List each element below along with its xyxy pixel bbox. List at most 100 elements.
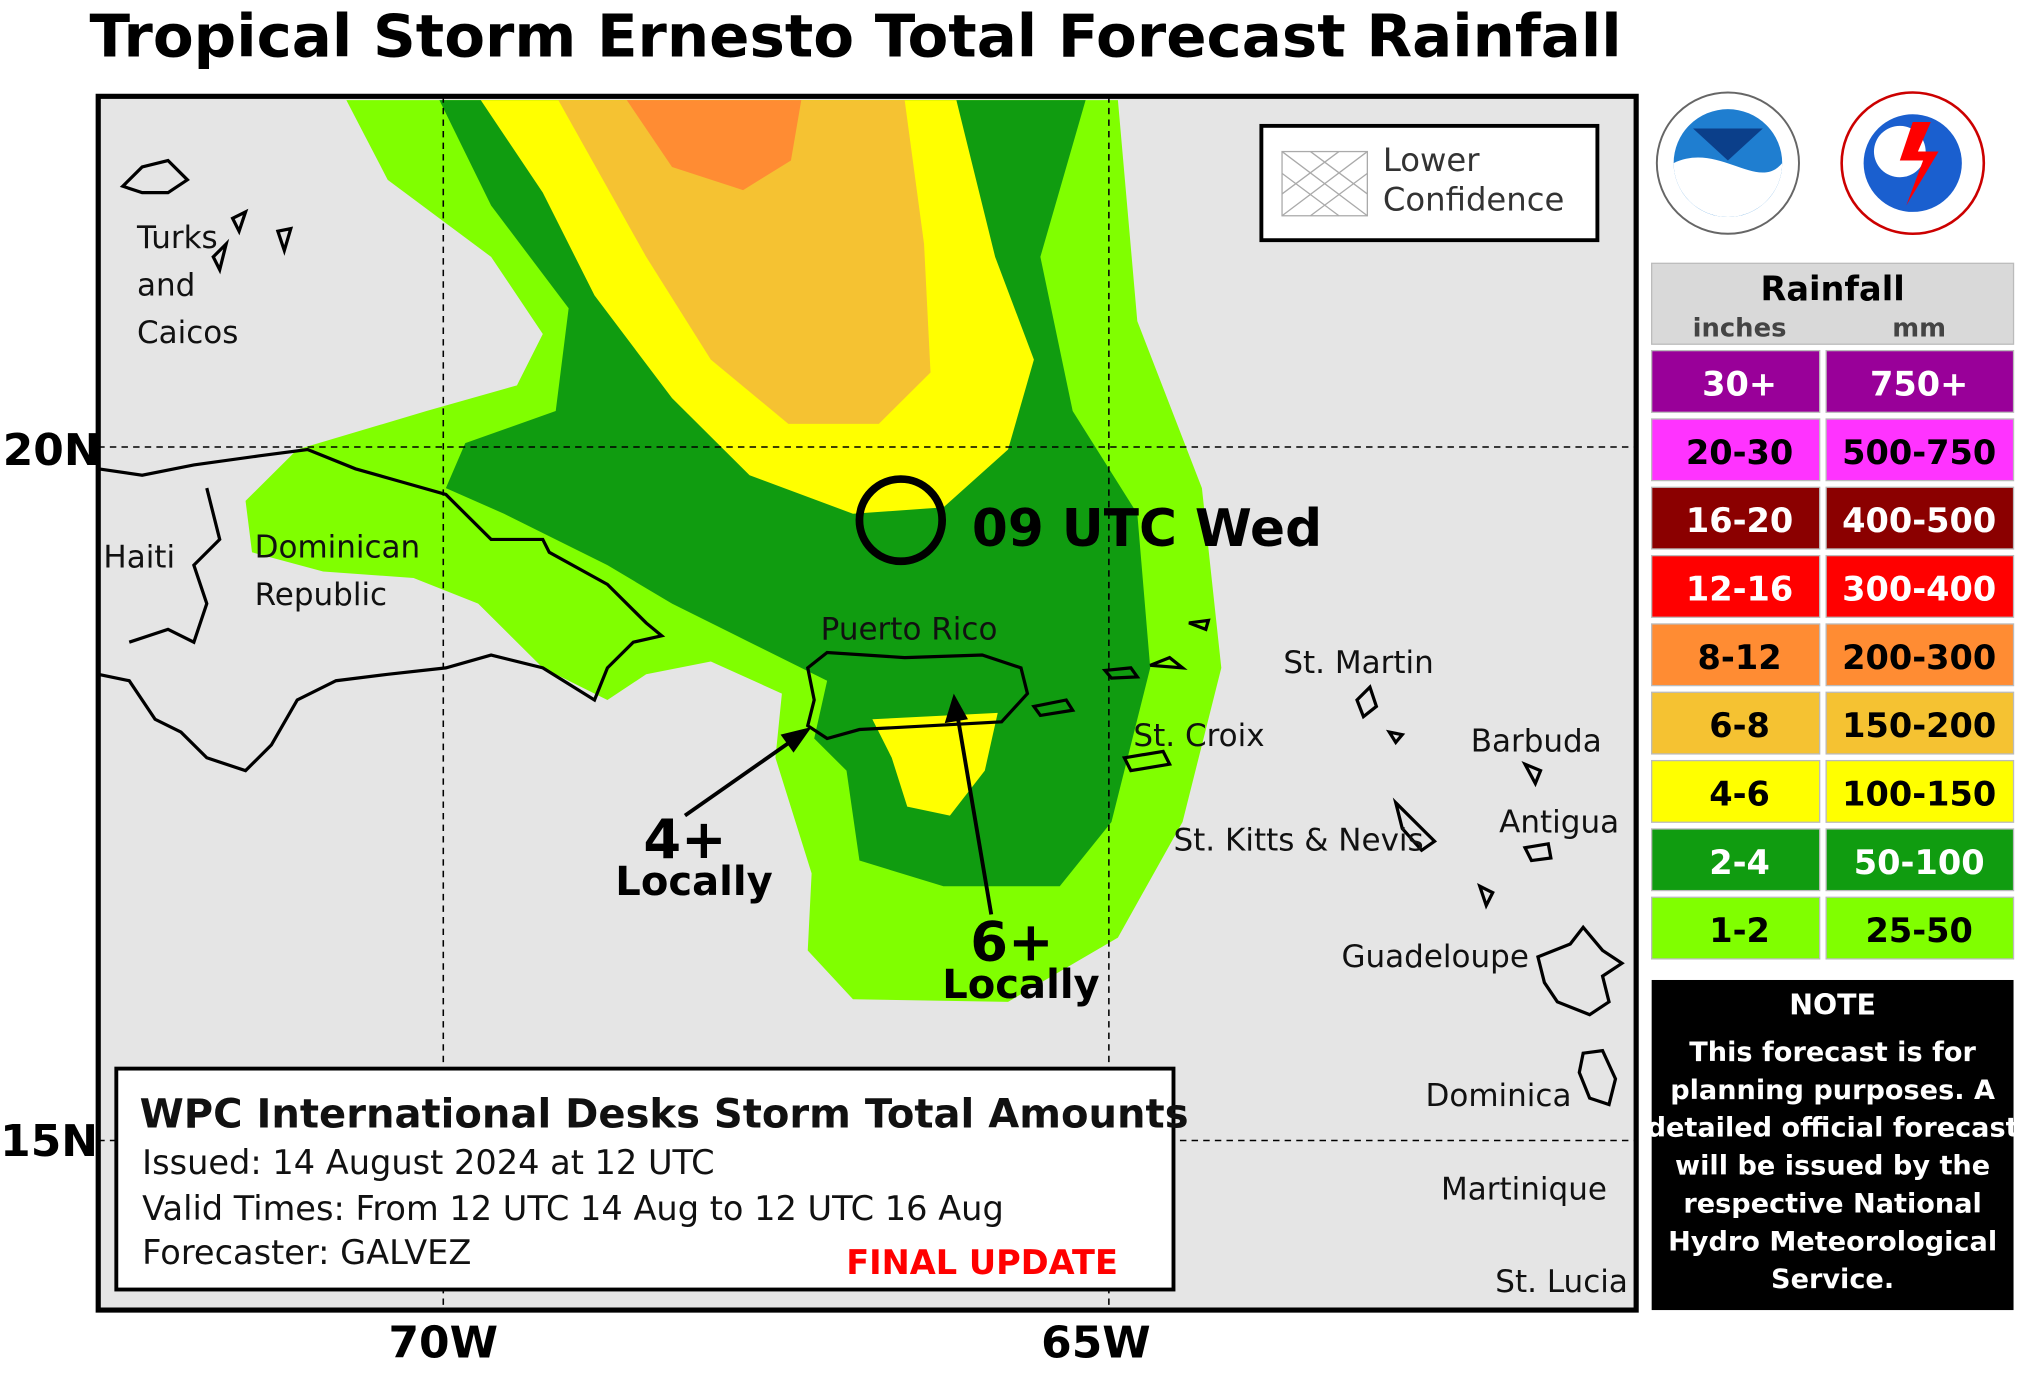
legend-swatch [1825, 418, 2015, 482]
place-label: St. Croix [1133, 718, 1264, 754]
legend-title: Rainfall [1760, 270, 1904, 309]
note-line: Service. [1771, 1264, 1894, 1295]
arrow-6 [954, 708, 994, 915]
noaa-logo [1655, 91, 1800, 235]
legend-mm: 750+ [1870, 365, 1968, 404]
legend-mm: 50-100 [1854, 843, 1985, 882]
annotation-note: Locally [615, 859, 772, 905]
lon-label: 70W [388, 1318, 498, 1369]
legend-header [1651, 262, 2015, 345]
arrowhead-4 [780, 726, 812, 753]
storm-label: 09 UTC Wed [972, 499, 1322, 559]
info-issued: Issued: 14 August 2024 at 12 UTC [142, 1143, 714, 1182]
place-label: Turks [136, 220, 218, 256]
legend-inches: 4-6 [1709, 775, 1770, 814]
legend-swatch [1825, 896, 2015, 960]
map: Turks and Caicos Haiti Dominican Republic Puer… [95, 93, 1639, 1313]
place-label: St. Lucia [1495, 1264, 1628, 1300]
legend-unit: mm [1892, 314, 1946, 344]
arrowhead-6 [944, 693, 968, 724]
legend-swatch [1651, 691, 1821, 755]
place-label: Martinique [1441, 1172, 1607, 1208]
legend-mm: 300-400 [1842, 570, 1996, 609]
legend-swatch [1651, 828, 1821, 892]
legend-swatch [1651, 623, 1821, 687]
legend-swatch [1825, 691, 2015, 755]
legend-inches: 2-4 [1709, 843, 1770, 882]
storm-position [855, 475, 947, 566]
info-status: FINAL UPDATE [846, 1243, 1118, 1282]
rain-4-6-pr [872, 712, 998, 816]
legend-swatch [1825, 828, 2015, 892]
lon-label: 65W [1041, 1318, 1151, 1369]
info-forecaster: Forecaster: GALVEZ [142, 1233, 471, 1272]
legend-swatch [1825, 554, 2015, 618]
annotation-amount: 6+ [970, 911, 1053, 974]
legend-swatch [1651, 759, 1821, 823]
title: Tropical Storm Ernesto Total Forecast Ra… [90, 2, 1622, 71]
legend-inches: 8-12 [1698, 638, 1782, 677]
lat-label: 20N [3, 425, 101, 476]
legend-swatch [1651, 349, 1821, 413]
legend-swatch [1651, 486, 1821, 550]
legend-inches: 6-8 [1709, 706, 1770, 745]
info-box [114, 1066, 1176, 1292]
legend-inches: 16-20 [1686, 501, 1793, 540]
place-label: Haiti [103, 540, 175, 576]
place-label: Dominican [255, 530, 421, 566]
legend-swatch [1651, 554, 1821, 618]
confidence-text: Confidence [1383, 181, 1565, 219]
confidence-text: Lower [1383, 141, 1480, 179]
legend-mm: 100-150 [1842, 775, 1996, 814]
legend-swatch [1825, 349, 2015, 413]
info-valid: Valid Times: From 12 UTC 14 Aug to 12 UT… [142, 1189, 1004, 1228]
place-label: Dominica [1426, 1078, 1572, 1114]
place-label: Caicos [137, 315, 238, 351]
arrow-4 [683, 734, 800, 818]
rain-6-8 [558, 100, 931, 424]
place-label: Barbuda [1471, 723, 1602, 759]
place-label: Republic [255, 577, 388, 613]
place-label: and [137, 267, 195, 303]
coastlines [97, 158, 1625, 1107]
legend-swatch [1825, 623, 2015, 687]
note-line: will be issued by the [1675, 1151, 1990, 1182]
legend-mm: 150-200 [1842, 706, 1996, 745]
note-box [1651, 979, 2014, 1311]
place-label: Guadeloupe [1341, 939, 1528, 975]
legend-inches: 20-30 [1686, 433, 1793, 472]
note-title: NOTE [1789, 989, 1876, 1022]
legend-swatch [1825, 486, 2015, 550]
place-labels: Turks and Caicos Haiti Dominican Republic Puer… [103, 220, 1627, 1300]
legend-mm: 200-300 [1842, 638, 1996, 677]
rain-8-12 [626, 100, 802, 191]
legend-swatch [1651, 418, 1821, 482]
note-line: detailed official forecast [1647, 1113, 2019, 1144]
legend-inches: 30+ [1702, 365, 1777, 404]
legend-inches: 12-16 [1686, 570, 1793, 609]
legend-swatch [1651, 896, 1821, 960]
nws-logo [1840, 91, 1986, 236]
place-label: Puerto Rico [821, 612, 998, 648]
legend-mm: 400-500 [1842, 501, 1996, 540]
legend-inches: 1-2 [1709, 911, 1770, 950]
legend-swatch [1825, 759, 2015, 823]
place-label: St. Kitts & Nevis [1173, 822, 1423, 858]
map-frame [95, 93, 1639, 1313]
annotation-amount: 4+ [643, 808, 726, 871]
legend-mm: 25-50 [1865, 911, 1972, 950]
note-line: Hydro Meteorological [1668, 1226, 1997, 1257]
legend-unit: inches [1693, 314, 1787, 344]
note-text: This forecast is for planning purposes. A… [1647, 1037, 2019, 1295]
legend-mm: 500-750 [1842, 433, 1996, 472]
annotation-note: Locally [942, 962, 1099, 1008]
note-line: This forecast is for [1689, 1037, 1976, 1068]
lat-label: 15N [0, 1116, 98, 1167]
rainfall-legend: Rainfall inches mm 30+ 750+ 20-30 500-750 16… [1651, 262, 2015, 960]
place-label: Antigua [1499, 804, 1619, 840]
note-line: respective National [1683, 1189, 1981, 1220]
annotation-arrows [683, 693, 994, 915]
place-label: St. Martin [1283, 645, 1433, 681]
hatch-sample [1281, 150, 1368, 217]
